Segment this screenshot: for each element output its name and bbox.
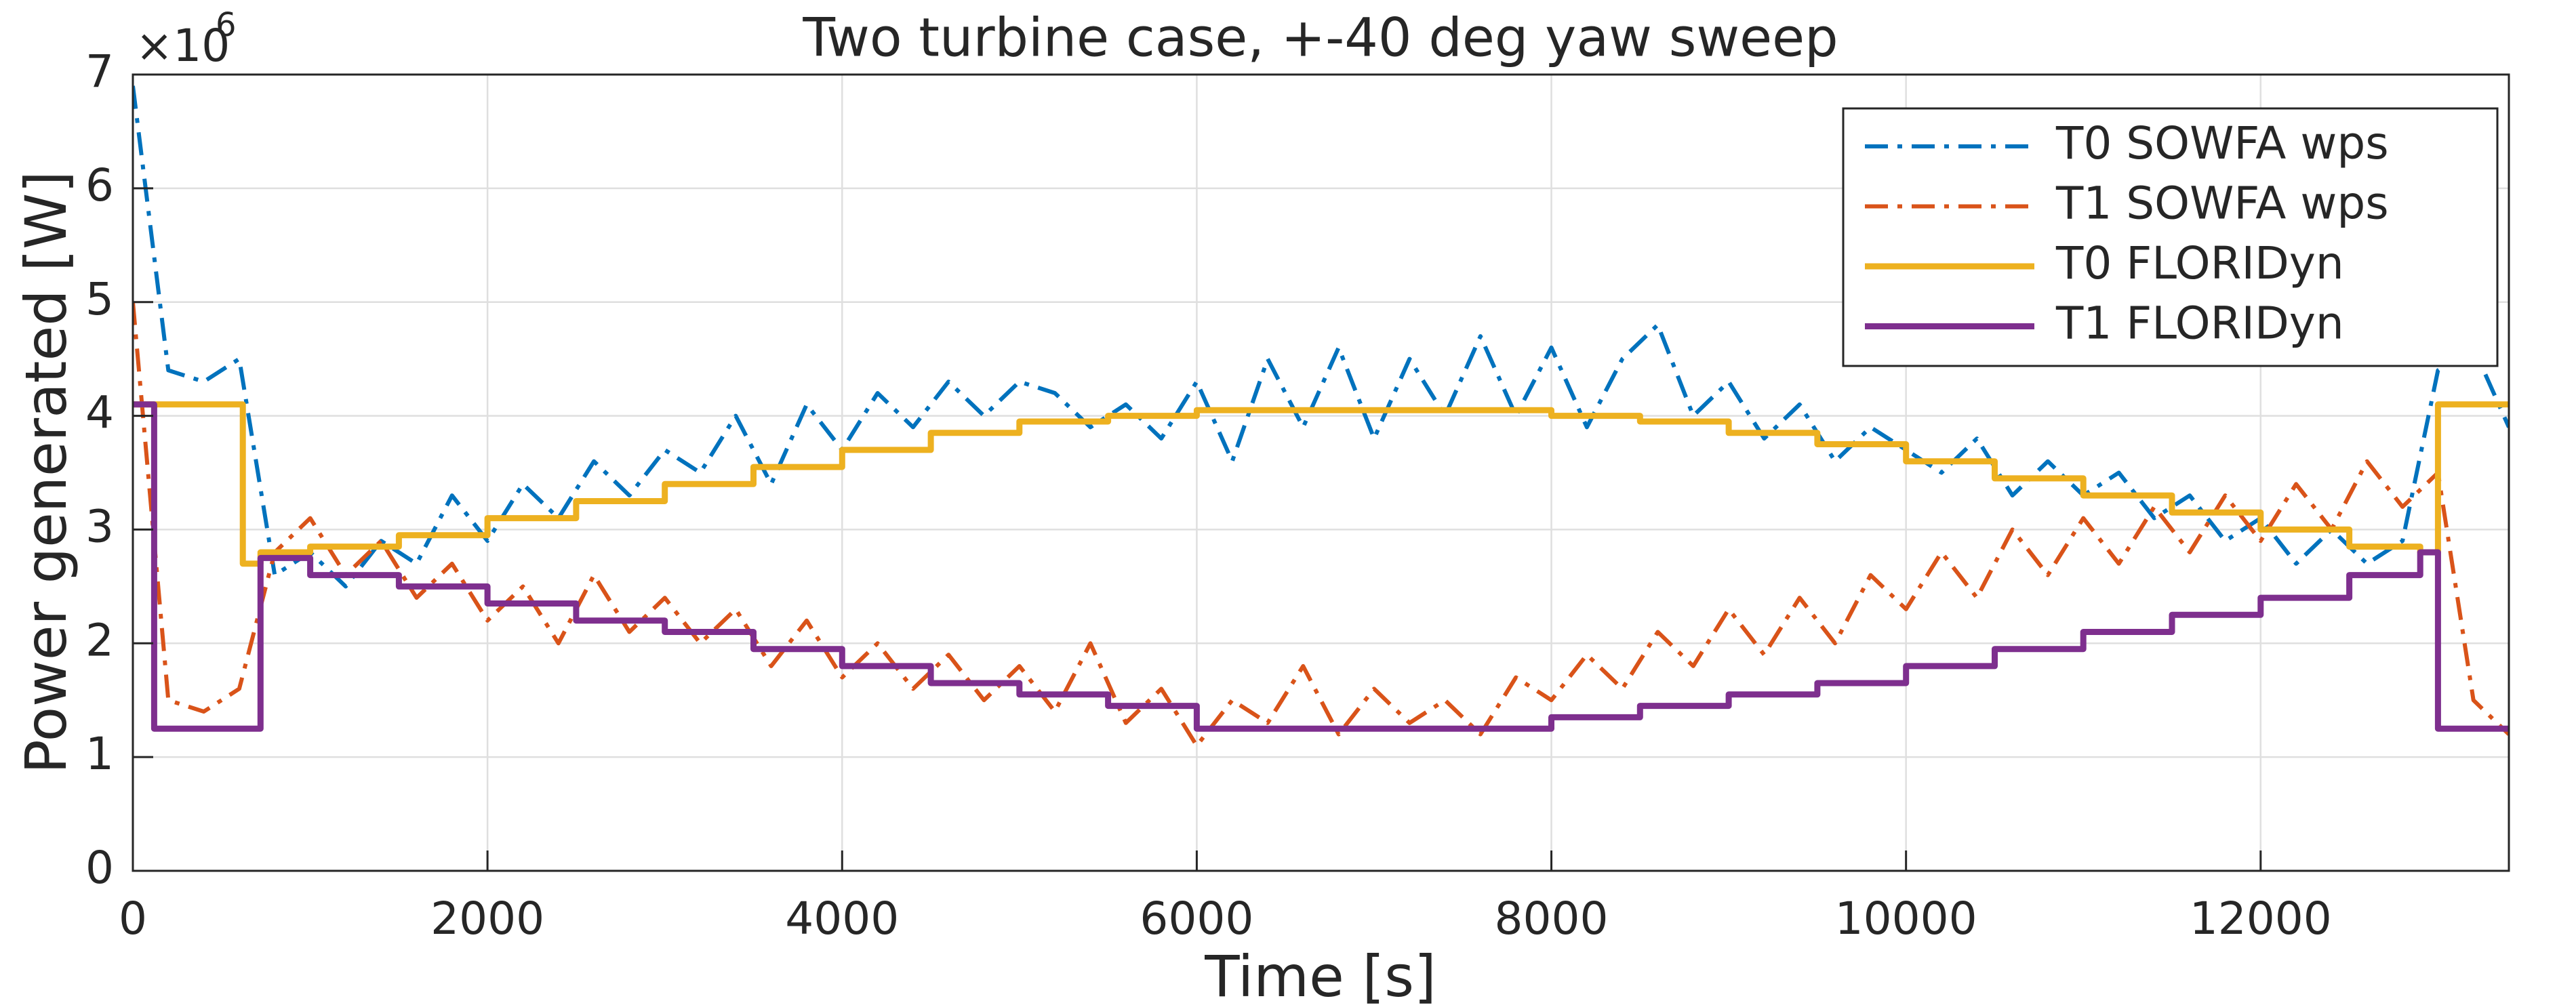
y-tick-label: 2 xyxy=(85,614,114,666)
ticks: 0 2000 4000 6000 8000 10000 12000 0 1 2 3 4 5 6 7 xyxy=(85,45,2332,945)
series-line xyxy=(133,85,2509,589)
legend-label: T1 FLORIDyn xyxy=(2055,298,2344,350)
x-tick-label: 4000 xyxy=(785,893,899,945)
axes-frame xyxy=(132,73,2510,872)
x-tick-label: 10000 xyxy=(1835,893,1977,945)
x-tick-label: 6000 xyxy=(1140,893,1253,945)
series-line xyxy=(133,302,2509,748)
legend-box xyxy=(1842,107,2499,367)
x-tick-label: 8000 xyxy=(1495,893,1609,945)
y-multiplier-exponent: 6 xyxy=(216,6,237,44)
y-tick-label: 3 xyxy=(85,500,114,552)
y-tick-label: 1 xyxy=(85,728,114,780)
series-line xyxy=(133,401,2509,732)
legend-label: T0 SOWFA wps xyxy=(2055,117,2389,169)
x-axis-label: Time [s] xyxy=(1204,943,1436,1005)
y-tick-label: 0 xyxy=(85,842,114,894)
series-group xyxy=(133,85,2509,748)
y-axis-label: Power generated [W] xyxy=(13,171,79,774)
legend-label: T0 FLORIDyn xyxy=(2055,237,2344,289)
series-line xyxy=(133,401,2509,567)
y-tick-label: 7 xyxy=(85,45,114,98)
y-multiplier-base: ×10 xyxy=(136,20,230,72)
x-tick-label: 12000 xyxy=(2190,893,2332,945)
y-tick-label: 6 xyxy=(85,159,114,211)
y-tick-label: 5 xyxy=(85,273,114,325)
x-tick-label: 2000 xyxy=(430,893,544,945)
legend: T0 SOWFA wps T1 SOWFA wps T0 FLORIDyn T1 FL… xyxy=(1842,107,2499,367)
chart-title: Two turbine case, +-40 deg yaw sweep xyxy=(802,7,1838,68)
x-tick-label: 0 xyxy=(119,893,147,945)
legend-label: T1 SOWFA wps xyxy=(2055,178,2389,230)
y-tick-label: 4 xyxy=(85,387,114,439)
